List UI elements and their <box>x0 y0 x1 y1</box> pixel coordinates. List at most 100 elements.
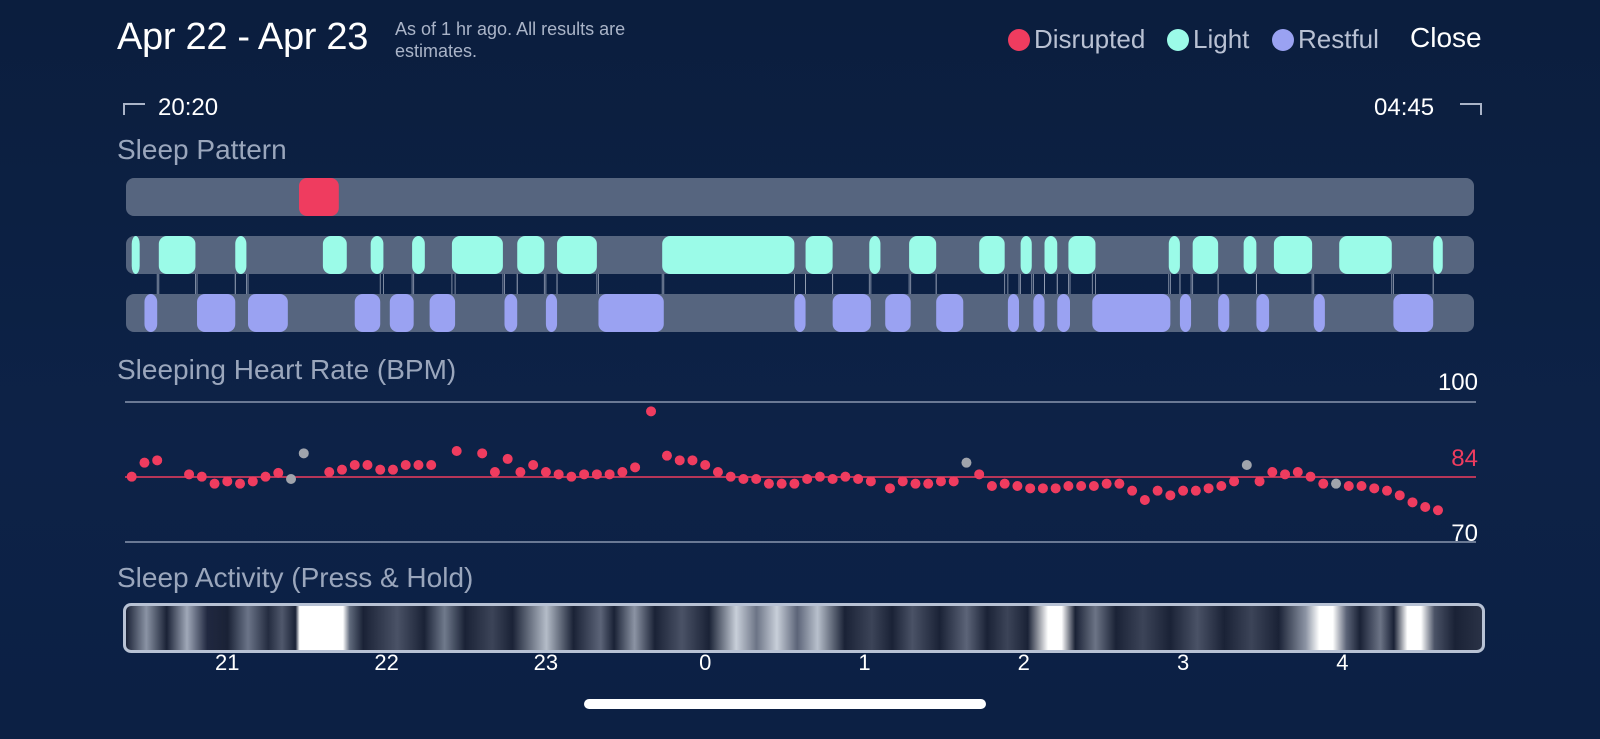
heart-rate-point <box>260 471 271 482</box>
restful-segment <box>545 294 558 332</box>
heart-rate-point <box>1076 481 1087 491</box>
close-button[interactable]: Close <box>1410 22 1482 53</box>
heart-rate-title: Sleeping Heart Rate (BPM) <box>117 354 457 385</box>
restful-segment <box>1179 294 1192 332</box>
heart-rate-point <box>1050 483 1061 494</box>
restful-segment <box>885 294 911 332</box>
heart-rate-point <box>865 476 876 487</box>
legend-label: Disrupted <box>1034 24 1146 54</box>
page-title: Apr 22 - Apr 23 <box>117 16 369 58</box>
sleep-pattern-title: Sleep Pattern <box>117 134 287 165</box>
restful-segment <box>1256 294 1270 332</box>
heart-rate-point <box>1241 460 1252 470</box>
restful-segment <box>389 294 414 332</box>
avg-label: 84 <box>1451 445 1478 472</box>
heart-rate-point <box>827 474 838 484</box>
legend-label: Restful <box>1298 24 1379 54</box>
x-tick-label: 4 <box>1336 650 1349 675</box>
heart-rate-point <box>1229 476 1240 487</box>
heart-rate-point <box>1178 485 1189 496</box>
heart-rate-point <box>1012 481 1023 491</box>
legend-label: Light <box>1193 24 1250 54</box>
subtitle: As of 1 hr ago. All results are estimate… <box>395 19 626 61</box>
sleep-activity-bar[interactable] <box>123 603 1485 653</box>
heart-rate-point <box>617 467 628 477</box>
restful-segment <box>354 294 381 332</box>
legend-disrupted: Disrupted <box>1008 24 1145 55</box>
light-segment <box>1339 236 1392 274</box>
heart-rate-point <box>1318 478 1329 489</box>
heart-rate-point <box>1037 483 1048 494</box>
heart-rate-point <box>426 460 437 470</box>
restful-segment <box>1033 294 1045 332</box>
heart-rate-point <box>814 471 825 482</box>
heart-rate-point <box>579 469 590 480</box>
heart-rate-point <box>553 469 564 480</box>
min-label: 70 <box>1451 520 1478 547</box>
heart-rate-point <box>235 478 246 489</box>
heart-rate-point <box>1292 467 1303 477</box>
heart-rate-point <box>139 457 150 468</box>
restful-segment <box>1313 294 1325 332</box>
light-segment <box>869 236 881 274</box>
heart-rate-point <box>387 464 398 475</box>
heart-rate-point <box>400 460 411 470</box>
heart-rate-point <box>362 460 373 470</box>
heart-rate-point <box>209 478 220 489</box>
heart-rate-point <box>222 476 233 487</box>
legend-restful: Restful <box>1272 24 1379 55</box>
heart-rate-point <box>948 476 959 487</box>
heart-rate-point <box>1152 485 1163 496</box>
x-tick-label: 2 <box>1017 650 1030 675</box>
heart-rate-point <box>910 478 921 489</box>
heart-rate-point <box>725 471 736 482</box>
start-time: 20:20 <box>158 94 219 121</box>
heart-rate-point <box>1280 469 1291 480</box>
restful-dot-icon <box>1272 28 1294 51</box>
light-segment <box>1192 236 1219 274</box>
heart-rate-point <box>1331 478 1342 489</box>
end-time: 04:45 <box>1374 94 1435 121</box>
heart-rate-point <box>802 474 813 484</box>
heart-rate-point <box>1139 495 1150 505</box>
heart-rate-point <box>712 467 723 477</box>
heart-rate-point <box>1088 481 1099 491</box>
heart-rate-point <box>974 469 985 480</box>
restful-segment <box>144 294 158 332</box>
heart-rate-point <box>1382 485 1393 496</box>
heart-rate-point <box>375 464 386 475</box>
heart-rate-point <box>1127 485 1138 496</box>
heart-rate-point <box>700 460 711 470</box>
x-tick-label: 21 <box>215 650 240 675</box>
light-segment <box>979 236 1005 274</box>
light-segment <box>235 236 247 274</box>
light-segment <box>1044 236 1058 274</box>
light-segment <box>557 236 597 274</box>
restful-segment <box>197 294 236 332</box>
heart-rate-point <box>413 460 424 470</box>
heart-rate-point <box>961 457 972 468</box>
x-tick-label: 3 <box>1176 650 1190 675</box>
x-tick-label: 22 <box>374 650 399 675</box>
light-segment <box>1243 236 1257 274</box>
heart-rate-point <box>349 460 360 470</box>
restful-segment <box>504 294 518 332</box>
heart-rate-point <box>751 474 762 484</box>
home-indicator[interactable] <box>584 699 986 709</box>
heart-rate-point <box>1305 471 1316 482</box>
heart-rate-point <box>1165 490 1176 501</box>
heart-rate-point <box>298 448 309 459</box>
heart-rate-point <box>1190 485 1201 496</box>
x-tick-label: 0 <box>699 650 712 675</box>
heart-rate-point <box>630 462 641 473</box>
light-segment <box>322 236 347 274</box>
heart-rate-point <box>1254 476 1265 487</box>
heart-rate-point <box>286 474 297 484</box>
heart-rate-point <box>897 476 908 487</box>
sleep-pattern-chart[interactable] <box>0 0 1600 340</box>
heart-rate-point <box>646 406 657 417</box>
light-segment <box>1168 236 1180 274</box>
heart-rate-point <box>1394 490 1405 501</box>
pattern-track-disrupted <box>126 178 1474 216</box>
heart-rate-point <box>540 467 551 477</box>
